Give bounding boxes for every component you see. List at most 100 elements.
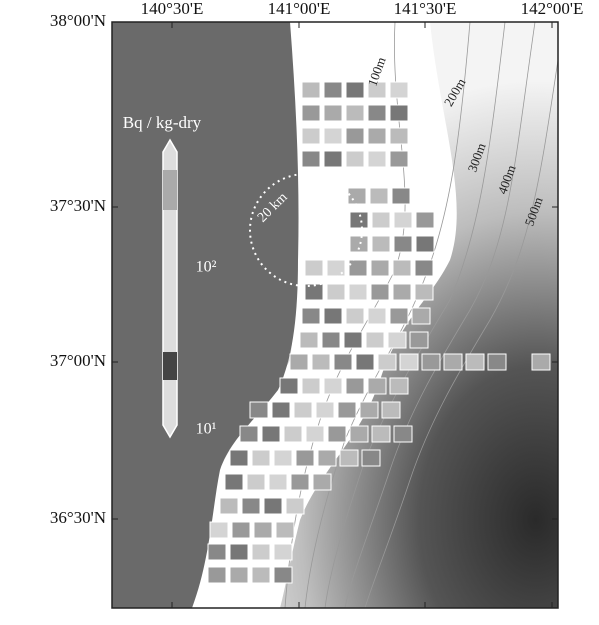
sample-cell [394,212,412,228]
sample-cell [368,128,386,144]
sample-cell [230,544,248,560]
sample-cell [349,284,367,300]
sample-cell [264,498,282,514]
sample-cell [328,426,346,442]
sample-cell [416,236,434,252]
sample-cell [393,284,411,300]
sample-cell [371,284,389,300]
sample-cell [286,498,304,514]
sample-cell [400,354,418,370]
colorbar-band [163,170,177,210]
sample-cell [254,522,272,538]
sample-cell [272,402,290,418]
colorbar-band [163,352,177,380]
sample-cell [372,212,390,228]
sample-cell [252,544,270,560]
sample-cell [324,378,342,394]
sample-cell [349,260,367,276]
sample-cell [324,151,342,167]
sample-cell [324,128,342,144]
sample-cell [366,332,384,348]
sample-cell [290,354,308,370]
sample-cell [262,426,280,442]
sample-cell [346,128,364,144]
sample-cell [300,332,318,348]
sample-cell [242,498,260,514]
sample-cell [274,567,292,583]
sample-cell [280,378,298,394]
sample-cell [346,82,364,98]
sample-cell [350,426,368,442]
sample-cell [316,402,334,418]
sample-cell [378,354,396,370]
map-area: 20 km 100m 200m 300m 400m 500m Bq / kg-d… [112,22,558,608]
sample-cell [334,354,352,370]
sample-cell [324,105,342,121]
sample-cell [488,354,506,370]
sample-cell [390,105,408,121]
sample-cell [284,426,302,442]
map-figure: 20 km 100m 200m 300m 400m 500m Bq / kg-d… [0,0,599,625]
sample-cell [410,332,428,348]
sample-cell [276,522,294,538]
sample-cell [415,260,433,276]
sample-cell [324,308,342,324]
sample-cell [394,426,412,442]
sample-cell [230,567,248,583]
sample-cell [210,522,228,538]
sample-cell [393,260,411,276]
sample-cell [302,82,320,98]
sample-cell [390,82,408,98]
lat-label: 38°00'N [50,11,106,30]
sample-cell [422,354,440,370]
lon-label: 142°00'E [521,0,584,18]
sample-cell [348,188,366,204]
sample-cell [415,284,433,300]
sample-cell [327,284,345,300]
sample-cell [305,260,323,276]
sample-cell [274,544,292,560]
sample-cell [392,188,410,204]
lon-label: 141°00'E [268,0,331,18]
sample-cell [382,402,400,418]
sample-cell [302,378,320,394]
sample-cell [247,474,265,490]
sample-cell [340,450,358,466]
sample-cell [368,151,386,167]
sample-cell [296,450,314,466]
sample-cell [346,308,364,324]
sample-cell [274,450,292,466]
sample-cell [390,378,408,394]
sample-cell [232,522,250,538]
sample-cell [313,474,331,490]
sample-cell [390,151,408,167]
sample-cell [294,402,312,418]
sample-cell [302,151,320,167]
sample-cell [368,105,386,121]
sample-cell [302,128,320,144]
lat-label: 37°30'N [50,196,106,215]
sample-cell [344,332,362,348]
lat-label: 36°30'N [50,508,106,527]
sample-cell [240,426,258,442]
sample-cell [368,378,386,394]
sample-cell [362,450,380,466]
sample-cell [356,354,374,370]
sample-cell [346,378,364,394]
sample-cell [372,236,390,252]
sample-cell [250,402,268,418]
sample-cell [346,105,364,121]
sample-cell [312,354,330,370]
sample-cell [208,567,226,583]
sample-cell [225,474,243,490]
sample-cell [306,426,324,442]
sample-cell [220,498,238,514]
sample-cell [302,308,320,324]
sample-cell [322,332,340,348]
sample-cell [318,450,336,466]
sample-cell [371,260,389,276]
sample-cell [350,212,368,228]
lat-label: 37°00'N [50,351,106,370]
colorbar-label: 10² [196,259,217,276]
sample-cell [368,308,386,324]
